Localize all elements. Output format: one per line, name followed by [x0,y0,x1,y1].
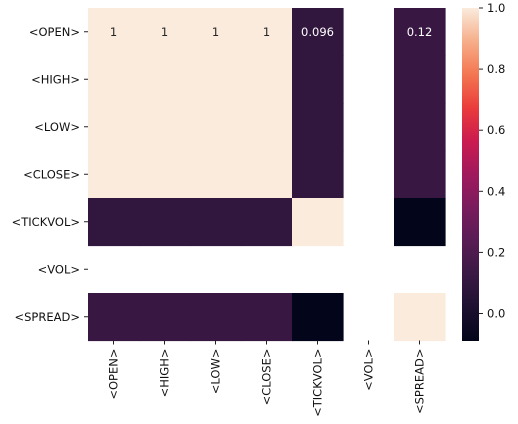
heatmap-cell [394,198,446,247]
heatmap-cell [394,293,446,342]
heatmap-cell [139,103,191,152]
heatmap-cell [292,55,344,104]
cell-annotation: 1 [161,25,168,39]
heatmap-cell [139,55,191,104]
x-tick-label: <CLOSE> [260,349,274,406]
heatmap-cell [88,198,140,247]
colorbar-tick-label: 1.0 [487,1,505,15]
y-tick-label: <VOL> [38,262,80,276]
x-tick-label: <VOL> [362,349,376,391]
y-tick-label: <HIGH> [31,72,80,86]
heatmap-cell [241,293,293,342]
cell-annotation: 1 [263,25,270,39]
y-tick-label: <SPREAD> [15,310,81,324]
colorbar: 0.0 0.2 0.4 0.6 0.8 1.0 [462,1,505,341]
heatmap-cell [292,293,344,342]
heatmap-cell [394,55,446,104]
heatmap-cell [394,103,446,152]
heatmap-cell [139,8,191,57]
colorbar-tick-label: 0.0 [487,307,505,321]
heatmap-cell [292,8,344,57]
cell-annotation: 1 [212,25,219,39]
colorbar-tick-label: 0.6 [487,123,505,137]
y-tick-label: <CLOSE> [23,167,80,181]
heatmap-cell [394,8,446,57]
heatmap-cell [139,198,191,247]
heatmap-cell [88,8,140,57]
heatmap-cell [139,150,191,199]
heatmap-cell [190,55,242,104]
heatmap-cell [190,150,242,199]
x-tick-label: <LOW> [209,349,223,395]
heatmap-cell [292,150,344,199]
colorbar-bar [462,8,479,341]
y-tick-labels: <OPEN> <HIGH> <LOW> <CLOSE> <TICKVOL> <VOL> <S… [12,25,88,324]
heatmap-cell [394,150,446,199]
heatmap-cell [139,293,191,342]
heatmap-cell [241,8,293,57]
colorbar-tick-label: 0.2 [487,245,505,259]
heatmap-cell [292,103,344,152]
heatmap-cell [190,8,242,57]
x-tick-label: <HIGH> [158,349,172,398]
colorbar-tick-label: 0.4 [487,184,505,198]
heatmap-cell [88,293,140,342]
x-tick-label: <SPREAD> [413,349,427,415]
y-tick-label: <LOW> [34,120,80,134]
colorbar-tick-label: 0.8 [487,62,505,76]
y-tick-label: <OPEN> [29,25,80,39]
heatmap-cell [190,293,242,342]
x-tick-label: <OPEN> [107,349,121,400]
heatmap-cell [241,198,293,247]
heatmap-cell [241,103,293,152]
heatmap-cell [241,55,293,104]
heatmap-cell [88,103,140,152]
heatmap-cell [292,198,344,247]
heatmap-cell [190,103,242,152]
x-tick-labels: <OPEN> <HIGH> <LOW> <CLOSE> <TICKVOL> <VOL> <S… [107,340,427,417]
heatmap-cell [190,198,242,247]
y-tick-label: <TICKVOL> [12,215,80,229]
cell-annotation: 0.12 [407,25,433,39]
heatmap-cells [88,8,446,342]
x-tick-label: <TICKVOL> [311,349,325,417]
cell-annotations: 1 1 1 1 0.096 0.12 [110,25,432,39]
heatmap-cell [88,55,140,104]
heatmap-cell [88,150,140,199]
heatmap-cell [241,150,293,199]
cell-annotation: 0.096 [301,25,334,39]
cell-annotation: 1 [110,25,117,39]
